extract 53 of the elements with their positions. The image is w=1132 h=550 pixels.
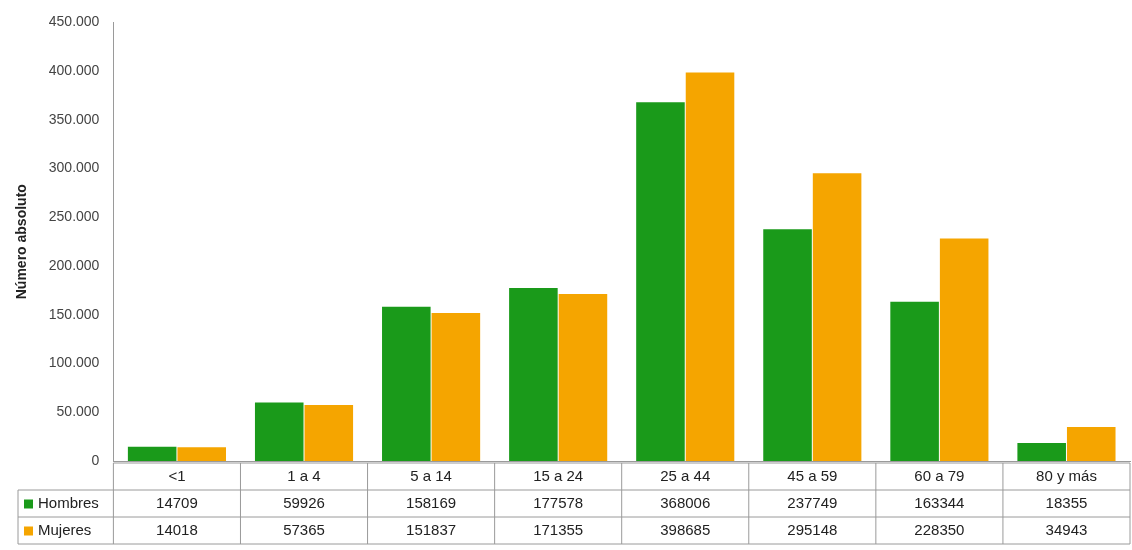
y-tick-label: 450.000 — [48, 13, 100, 30]
bar — [382, 306, 431, 461]
y-tick-label: 150.000 — [48, 305, 100, 322]
y-tick-label: 0 — [91, 451, 100, 468]
x-tick-label: 1 a 4 — [287, 466, 321, 484]
y-tick-label: 400.000 — [48, 61, 100, 78]
bar — [1066, 426, 1116, 461]
data-label: 18355 — [1045, 493, 1088, 511]
bar — [509, 287, 558, 461]
bar — [558, 293, 608, 461]
bar — [254, 402, 304, 461]
data-label: 368006 — [660, 493, 711, 511]
bar — [685, 72, 735, 461]
bar — [431, 313, 481, 461]
bar — [177, 447, 227, 461]
y-tick-label: 50.000 — [56, 403, 100, 420]
bar — [763, 229, 812, 461]
legend-label: Mujeres — [38, 520, 92, 538]
bar — [812, 173, 862, 461]
data-label: 57365 — [283, 520, 325, 538]
data-label: 295148 — [787, 520, 838, 538]
data-label: 59926 — [283, 493, 325, 511]
bar — [304, 405, 354, 461]
data-label: 163344 — [914, 493, 965, 511]
bar — [939, 238, 989, 461]
x-tick-label: 60 a 79 — [914, 466, 965, 484]
data-label: 177578 — [533, 493, 584, 511]
data-label: 171355 — [533, 520, 584, 538]
x-tick-label: 45 a 59 — [787, 466, 838, 484]
y-tick-label: 300.000 — [48, 159, 100, 176]
y-tick-label: 250.000 — [48, 208, 100, 225]
y-tick-label: 200.000 — [48, 256, 100, 273]
bar — [127, 446, 177, 461]
data-label: 158169 — [406, 493, 457, 511]
data-label: 398685 — [660, 520, 711, 538]
legend-label: Hombres — [38, 493, 99, 511]
data-label: 237749 — [787, 493, 838, 511]
y-tick-label: 100.000 — [48, 354, 100, 371]
bar — [636, 102, 685, 461]
data-label: 14018 — [156, 520, 198, 538]
data-label: 228350 — [914, 520, 965, 538]
y-tick-label: 350.000 — [48, 110, 100, 127]
data-label: 14709 — [156, 493, 198, 511]
x-tick-label: 80 y más — [1036, 466, 1097, 484]
bar — [1017, 443, 1066, 461]
x-tick-label: <1 — [168, 466, 186, 484]
x-tick-label: 15 a 24 — [533, 466, 584, 484]
x-tick-label: 5 a 14 — [410, 466, 452, 484]
bar — [890, 301, 939, 461]
data-label: 34943 — [1045, 520, 1088, 538]
y-axis-title: Número absoluto — [13, 184, 30, 300]
data-label: 151837 — [406, 520, 457, 538]
x-tick-label: 25 a 44 — [660, 466, 711, 484]
